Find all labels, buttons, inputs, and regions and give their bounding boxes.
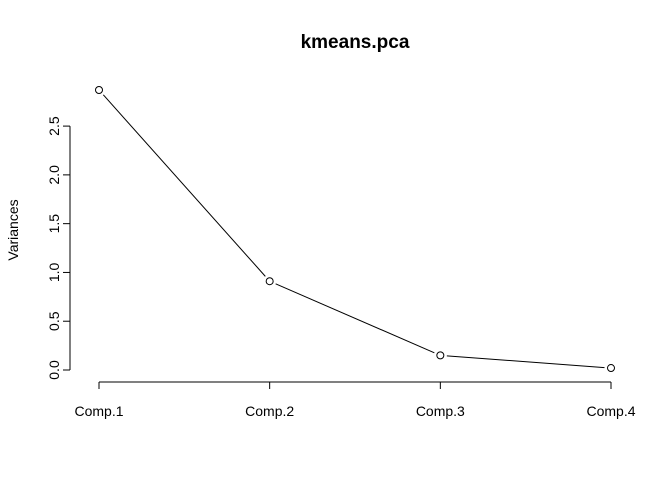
x-tick-label: Comp.2 xyxy=(245,403,294,419)
y-tick-label: 0.5 xyxy=(46,311,62,331)
y-tick-label: 2.0 xyxy=(46,165,62,185)
y-tick-label: 0.0 xyxy=(46,360,62,380)
x-tick-label: Comp.4 xyxy=(586,403,635,419)
data-point-marker xyxy=(96,87,103,94)
chart-title: kmeans.pca xyxy=(301,32,410,53)
data-point-marker xyxy=(437,352,444,359)
data-point-marker xyxy=(608,365,615,372)
series-line-segment xyxy=(447,356,605,368)
y-axis: 0.0 0.5 1.0 1.5 2.0 2.5 xyxy=(46,116,70,380)
y-tick-label: 1.5 xyxy=(46,214,62,234)
y-tick-label: 1.0 xyxy=(46,262,62,282)
x-tick-label: Comp.1 xyxy=(74,403,123,419)
x-tick-label: Comp.3 xyxy=(416,403,465,419)
series-layer xyxy=(96,87,615,372)
data-point-marker xyxy=(266,278,273,285)
x-axis: Comp.1 Comp.2 Comp.3 Comp.4 xyxy=(74,382,635,419)
y-tick-label: 2.5 xyxy=(46,116,62,136)
series-0 xyxy=(96,87,615,372)
series-line-segment xyxy=(103,95,265,277)
y-axis-label: Variances xyxy=(5,199,21,260)
series-line-segment xyxy=(276,284,435,353)
